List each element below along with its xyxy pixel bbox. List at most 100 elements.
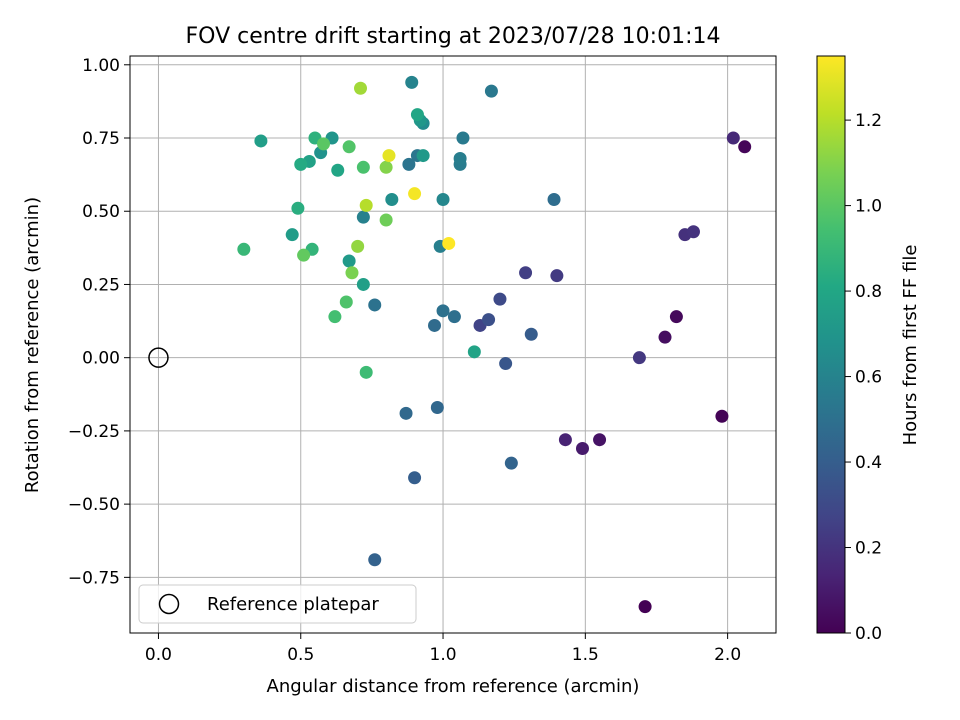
- scatter-point: [382, 149, 396, 163]
- y-tick-label: 1.00: [82, 56, 120, 76]
- colorbar-tick-label: 0.4: [855, 453, 882, 473]
- scatter-point: [385, 193, 399, 207]
- scatter-point: [408, 187, 422, 201]
- scatter-point: [356, 210, 370, 224]
- y-tick-label: 0.50: [82, 202, 120, 222]
- y-tick-label: −0.75: [68, 568, 120, 588]
- plot-frame: [129, 55, 777, 634]
- scatter-point: [359, 198, 373, 212]
- scatter-point: [442, 236, 456, 250]
- x-tick-label: 1.5: [572, 645, 599, 665]
- scatter-point: [686, 225, 700, 239]
- scatter-point: [499, 357, 513, 371]
- scatter-point: [632, 351, 646, 365]
- scatter-point: [328, 310, 342, 324]
- colorbar-tick-label: 0.0: [855, 624, 882, 644]
- colorbar-tick-label: 1.0: [855, 197, 882, 217]
- y-tick-label: 0.00: [82, 349, 120, 369]
- colorbar-gradient: [816, 55, 846, 634]
- scatter-point: [447, 310, 461, 324]
- scatter-point: [408, 471, 422, 485]
- scatter-point: [436, 193, 450, 207]
- scatter-point: [658, 330, 672, 344]
- points-layer: [237, 75, 752, 614]
- scatter-point: [575, 441, 589, 455]
- reference-marker: [148, 347, 169, 368]
- y-axis: −0.75 −0.50 −0.25 0.00 0.25 0.50 0.75 1.00: [68, 56, 130, 588]
- scatter-point: [331, 163, 345, 177]
- y-tick-label: −0.50: [68, 495, 120, 515]
- scatter-point: [342, 140, 356, 154]
- scatter-point: [345, 266, 359, 280]
- x-tick-label: 0.0: [145, 645, 172, 665]
- scatter-point: [354, 81, 368, 95]
- x-axis-label: Angular distance from reference (arcmin): [267, 676, 640, 697]
- scatter-point: [453, 152, 467, 166]
- colorbar-label: Hours from first FF file: [900, 245, 921, 446]
- scatter-point: [410, 108, 424, 122]
- scatter-point: [456, 131, 470, 145]
- scatter-point: [416, 149, 430, 163]
- scatter-point: [550, 269, 564, 283]
- scatter-point: [436, 304, 450, 318]
- scatter-point: [368, 298, 382, 312]
- scatter-point: [237, 242, 251, 256]
- scatter-point: [726, 131, 740, 145]
- colorbar: 0.0 0.2 0.4 0.6 0.8 1.0 1.2 Hours from first F…: [816, 55, 921, 644]
- scatter-point: [359, 365, 373, 379]
- scatter-point: [467, 345, 481, 359]
- scatter-point: [379, 213, 393, 227]
- scatter-point: [504, 456, 518, 470]
- legend: Reference platepar: [138, 584, 417, 624]
- scatter-point: [428, 318, 442, 332]
- scatter-point: [297, 248, 311, 262]
- colorbar-tick-label: 1.2: [855, 111, 882, 131]
- colorbar-tick-label: 0.8: [855, 282, 882, 302]
- x-axis: 0.0 0.5 1.0 1.5 2.0: [145, 633, 741, 665]
- legend-label: Reference platepar: [207, 594, 379, 615]
- scatter-point: [356, 277, 370, 291]
- scatter-point: [294, 157, 308, 171]
- scatter-point: [638, 600, 652, 614]
- y-axis-label: Rotation from reference (arcmin): [22, 197, 43, 493]
- x-tick-label: 2.0: [714, 645, 741, 665]
- chart-title: FOV centre drift starting at 2023/07/28 …: [186, 24, 721, 49]
- colorbar-ticks: 0.0 0.2 0.4 0.6 0.8 1.0 1.2: [845, 111, 882, 644]
- scatter-point: [339, 295, 353, 309]
- scatter-point: [547, 193, 561, 207]
- scatter-point: [351, 239, 365, 253]
- y-tick-label: −0.25: [68, 422, 120, 442]
- x-tick-label: 1.0: [430, 645, 457, 665]
- y-tick-label: 0.75: [82, 129, 120, 149]
- scatter-point: [493, 292, 507, 306]
- scatter-point: [379, 160, 393, 174]
- legend-marker: [158, 593, 180, 615]
- colorbar-tick-label: 0.6: [855, 368, 882, 388]
- scatter-point: [368, 553, 382, 567]
- y-tick-label: 0.25: [82, 275, 120, 295]
- scatter-point: [715, 409, 729, 423]
- x-tick-label: 0.5: [287, 645, 314, 665]
- scatter-point: [317, 137, 331, 151]
- scatter-point: [402, 157, 416, 171]
- scatter-point: [399, 406, 413, 420]
- scatter-point: [285, 228, 299, 242]
- scatter-point: [356, 160, 370, 174]
- grid-lines: [130, 56, 776, 633]
- scatter-point: [405, 75, 419, 89]
- scatter-point: [593, 433, 607, 447]
- scatter-point: [430, 400, 444, 414]
- scatter-point: [524, 327, 538, 341]
- scatter-point: [558, 433, 572, 447]
- scatter-point: [291, 201, 305, 215]
- scatter-point: [669, 310, 683, 324]
- scatter-point: [482, 313, 496, 327]
- scatter-point: [519, 266, 533, 280]
- legend-box: [138, 584, 417, 624]
- scatter-point: [342, 254, 356, 268]
- scatter-point: [254, 134, 268, 148]
- scatter-point: [484, 84, 498, 98]
- colorbar-tick-label: 0.2: [855, 539, 882, 559]
- scatter-point: [738, 140, 752, 154]
